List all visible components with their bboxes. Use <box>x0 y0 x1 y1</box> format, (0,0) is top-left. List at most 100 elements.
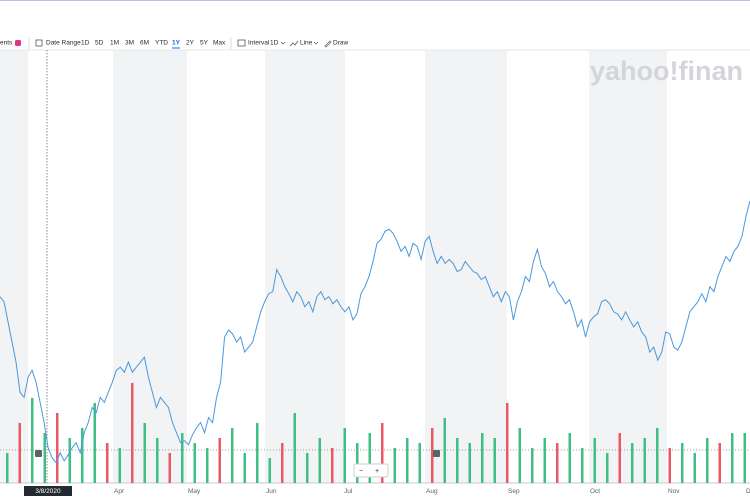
volume-bar <box>293 413 296 483</box>
date-range-button[interactable]: Date Range <box>46 40 81 47</box>
volume-bar <box>606 453 609 483</box>
x-tick-label: Aug <box>426 488 438 495</box>
draw-button[interactable]: Draw <box>333 40 348 47</box>
event-marker[interactable] <box>35 450 42 457</box>
range-button[interactable]: 6M <box>140 40 149 47</box>
volume-bar <box>506 403 509 483</box>
volume-bar <box>81 428 84 483</box>
volume-bar <box>593 438 596 483</box>
range-button[interactable]: YTD <box>155 40 168 47</box>
range-button[interactable]: 1M <box>110 40 119 47</box>
volume-bar <box>118 448 121 483</box>
crosshair-label: 3/8/2020 <box>35 488 61 495</box>
volume-bar <box>531 448 534 483</box>
volume-bar <box>206 448 209 483</box>
plot <box>0 200 750 483</box>
volume-bar <box>268 458 271 483</box>
event-marker[interactable] <box>433 450 440 457</box>
zoom-out[interactable]: − <box>359 468 363 475</box>
range-button[interactable]: Max <box>213 40 226 47</box>
volume-bar <box>31 398 34 483</box>
events-icon <box>15 40 21 46</box>
range-button[interactable]: 3M <box>125 40 134 47</box>
interval-label[interactable]: Interval <box>248 40 270 47</box>
volume-bar <box>481 433 484 483</box>
x-tick-label: Oct <box>590 488 600 495</box>
volume-bar <box>306 453 309 483</box>
calendar-icon <box>35 39 43 47</box>
volume-bar <box>281 443 284 483</box>
volume-bar <box>156 438 159 483</box>
volume-bar <box>443 418 446 483</box>
volume-bar <box>143 423 146 483</box>
zoom-box <box>353 463 389 478</box>
volume-bar <box>168 453 171 483</box>
volume-bar <box>581 448 584 483</box>
interval-icon <box>237 39 246 47</box>
x-tick-label: Jul <box>344 488 353 495</box>
volume-bar <box>93 403 96 483</box>
x-tick-label: Apr <box>114 488 125 495</box>
volume-bar <box>556 443 559 483</box>
toolbar: ents Date Range Interval 1D Line Draw 1D… <box>0 37 348 49</box>
volume-bar <box>193 443 196 483</box>
volume-bar <box>456 438 459 483</box>
zoom-in[interactable]: + <box>375 468 379 475</box>
caret <box>280 41 286 45</box>
volume-bar <box>668 448 671 483</box>
volume-bar <box>381 423 384 483</box>
volume-bar <box>343 428 346 483</box>
volume-bar <box>706 438 709 483</box>
interval-value[interactable]: 1D <box>270 40 279 47</box>
volume-bar <box>643 438 646 483</box>
volume-bar <box>231 428 234 483</box>
x-tick-label: Sep <box>508 488 520 495</box>
volume-bar <box>356 443 359 483</box>
volume-bar <box>6 453 9 483</box>
range-button[interactable]: 2Y <box>186 40 195 47</box>
volume-bar <box>618 433 621 483</box>
volume-bar <box>318 438 321 483</box>
volume-bar <box>131 383 134 483</box>
volume-bar <box>181 433 184 483</box>
volume-bar <box>631 443 634 483</box>
volume-bar <box>106 443 109 483</box>
volume-bar <box>468 443 471 483</box>
volume-bar <box>493 438 496 483</box>
volume-bar <box>418 443 421 483</box>
volume-bar <box>731 433 734 483</box>
line-icon <box>289 40 299 47</box>
caret <box>313 41 319 45</box>
volume-bar <box>406 438 409 483</box>
volume-bar <box>68 438 71 483</box>
volume-bar <box>368 433 371 483</box>
volume-bar <box>718 443 721 483</box>
range-button[interactable]: 5Y <box>200 40 209 47</box>
volume-bar <box>431 428 434 483</box>
volume-bar <box>681 443 684 483</box>
volume-bar <box>743 433 746 483</box>
range-button[interactable]: 1Y <box>172 40 181 47</box>
range-button[interactable]: 1D <box>81 40 90 47</box>
chart-style-button[interactable]: Line <box>300 40 313 47</box>
volume-bar <box>56 413 59 483</box>
range-button[interactable]: 5D <box>95 40 104 47</box>
volume-bar <box>543 438 546 483</box>
x-tick-label: May <box>188 488 201 495</box>
month-bands <box>0 50 667 483</box>
volume-bar <box>43 433 46 483</box>
volume-bar <box>256 423 259 483</box>
volume-bar <box>218 438 221 483</box>
volume-bar <box>656 428 659 483</box>
volume-bar <box>518 428 521 483</box>
watermark: yahoo!finan <box>590 56 743 86</box>
x-tick-label: Jun <box>266 488 277 495</box>
events-button[interactable]: ents <box>0 40 13 47</box>
x-tick-label: De <box>746 488 750 495</box>
volume-bar <box>393 448 396 483</box>
volume-bar <box>568 433 571 483</box>
volume-bar <box>693 453 696 483</box>
zoom-controls: − + <box>35 450 440 478</box>
x-tick-label: Nov <box>668 488 680 495</box>
